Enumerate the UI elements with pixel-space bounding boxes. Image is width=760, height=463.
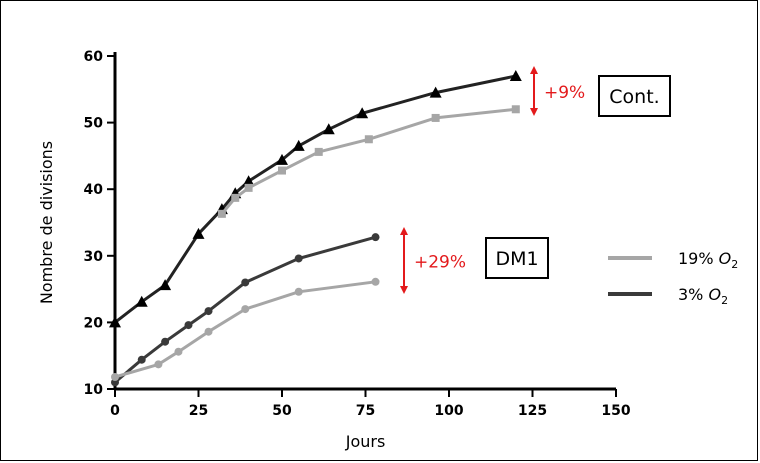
x-axis-title: Jours: [345, 432, 386, 451]
data-point: [322, 123, 335, 135]
y-tick-label: 50: [84, 116, 104, 132]
group-box: [598, 75, 671, 117]
series-line: [114, 74, 517, 324]
y-tick-label: 30: [84, 249, 104, 265]
y-tick-label: 20: [84, 315, 104, 331]
x-tick-label: 50: [272, 403, 292, 419]
series-group: [109, 69, 522, 387]
data-point: [135, 295, 148, 307]
series-line: [114, 235, 376, 384]
data-point: [371, 233, 380, 242]
data-point: [184, 321, 193, 330]
data-point: [242, 175, 255, 187]
data-point: [231, 193, 240, 202]
data-point: [364, 135, 373, 144]
data-point: [292, 139, 305, 151]
difference-label: +9%: [544, 83, 585, 103]
data-point: [509, 69, 522, 81]
data-point: [174, 347, 183, 356]
data-point: [244, 183, 253, 192]
x-tick-label: 100: [434, 403, 463, 419]
x-tick-label: 75: [356, 403, 375, 419]
data-point: [241, 278, 250, 287]
data-point: [294, 254, 303, 263]
data-point: [511, 105, 520, 114]
x-tick-label: 0: [110, 403, 120, 419]
data-point: [204, 327, 213, 336]
axes: 10 20 30 40 50 60 0 25 50 75 100 125 150 Jours Nombre …: [37, 49, 631, 451]
y-tick-label: 10: [84, 382, 104, 398]
y-tick-label: 60: [84, 49, 104, 65]
data-point: [109, 316, 121, 328]
annotations: +9% Cont. +29% DM1: [400, 66, 671, 294]
data-point: [154, 360, 163, 369]
group-label: DM1: [495, 248, 538, 270]
difference-label: +29%: [414, 253, 466, 273]
data-point: [276, 153, 288, 165]
data-point: [217, 209, 226, 218]
legend: 19% O2 3% O2: [608, 249, 738, 307]
series-line: [220, 107, 516, 215]
data-point: [429, 86, 442, 98]
data-point: [294, 287, 303, 296]
data-point: [192, 227, 205, 239]
data-point: [356, 107, 369, 119]
data-point: [314, 147, 323, 156]
x-tick-label: 125: [518, 403, 547, 419]
data-point: [137, 355, 146, 364]
data-point: [161, 337, 170, 346]
x-tick-label: 25: [189, 403, 208, 419]
legend-label: 3% O2: [678, 285, 728, 307]
x-tick-label: 150: [601, 403, 630, 419]
data-point: [371, 277, 380, 286]
data-point: [159, 279, 172, 291]
group-label: Cont.: [609, 86, 659, 108]
data-point: [241, 305, 250, 314]
data-point: [431, 113, 440, 122]
data-point: [278, 166, 286, 175]
y-tick-label: 40: [84, 182, 104, 198]
legend-label: 19% O2: [678, 249, 738, 271]
data-point: [111, 373, 119, 382]
data-point: [204, 307, 213, 316]
y-axis-title: Nombre de divisions: [37, 141, 56, 304]
series-line: [114, 280, 376, 379]
group-box: [485, 237, 549, 279]
